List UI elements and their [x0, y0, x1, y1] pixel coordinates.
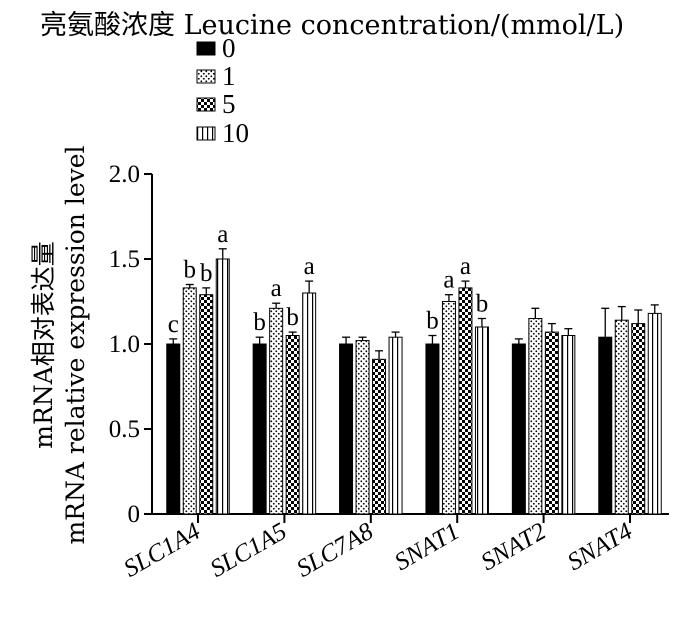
significance-label: a	[271, 275, 282, 302]
bar-snat2-10	[561, 335, 576, 515]
bar-slc7a8-5	[372, 358, 387, 515]
significance-label: a	[443, 267, 454, 294]
significance-label: b	[426, 308, 439, 335]
y-axis-label-en: mRNA relative expression level	[61, 145, 90, 544]
legend-title: 亮氨酸浓度 Leucine concentration/(mmol/L)	[40, 10, 624, 41]
category-label: SLC1A5	[206, 518, 292, 583]
bar-snat2-5	[544, 331, 559, 515]
bar-snat1-0	[425, 343, 440, 515]
significance-label: a	[304, 253, 315, 280]
significance-label: b	[286, 304, 299, 331]
legend-label: 1	[222, 61, 236, 91]
y-tick-label: 2.0	[109, 161, 140, 188]
bar-slc1a4-10	[215, 258, 230, 515]
bar-slc7a8-0	[339, 343, 354, 515]
bar-snat1-5	[458, 287, 473, 515]
significance-label: b	[253, 309, 266, 336]
legend-swatch	[196, 41, 216, 56]
y-tick-label: 1.0	[109, 331, 140, 358]
significance-label: b	[200, 260, 213, 287]
bar-slc1a5-1	[269, 307, 284, 515]
legend-label: 0	[222, 33, 236, 63]
significance-label: a	[460, 253, 471, 280]
y-ticks: 0 0.5 1.0 1.5 2.0	[109, 161, 152, 528]
y-tick-label: 0.5	[109, 416, 140, 443]
significance-label: b	[476, 291, 489, 318]
bar-slc1a4-5	[199, 294, 214, 515]
legend-label: 10	[222, 118, 249, 148]
significance-label: a	[217, 221, 228, 248]
legend-swatch	[196, 69, 216, 84]
x-ticks: SLC1A4 SLC1A5 SLC7A8 SNAT1 SNAT2 SNAT4	[119, 514, 637, 583]
bar-slc1a4-0	[166, 343, 181, 515]
category-label: SNAT2	[477, 518, 551, 576]
legend-swatch	[196, 126, 216, 141]
significance-label: b	[184, 257, 197, 284]
bar-slc1a5-0	[252, 343, 267, 515]
category-label: SNAT4	[563, 518, 637, 576]
legend-label: 5	[222, 89, 236, 119]
bar-snat2-1	[528, 318, 543, 515]
bar-snat1-10	[474, 326, 489, 515]
y-axis-label: mRNA相对表达量 mRNA relative expression level	[29, 145, 90, 544]
bar-snat4-0	[598, 336, 613, 515]
category-label: SNAT1	[390, 518, 464, 576]
bar-slc1a5-10	[302, 292, 317, 515]
bar-snat2-0	[511, 343, 526, 515]
y-tick-label: 0	[128, 501, 141, 528]
bar-snat1-1	[441, 301, 456, 515]
significance-label: c	[168, 311, 179, 338]
bar-snat4-1	[614, 319, 629, 515]
category-label: SLC7A8	[292, 518, 378, 583]
y-axis-label-cn: mRNA相对表达量	[29, 241, 58, 448]
bar-snat4-10	[647, 312, 662, 515]
bar-slc7a8-10	[388, 336, 403, 515]
bar-snat4-5	[631, 323, 646, 515]
bar-slc7a8-1	[355, 340, 370, 515]
bar-slc1a5-5	[285, 335, 300, 515]
y-tick-label: 1.5	[109, 246, 140, 273]
bar-slc1a4-1	[182, 287, 197, 515]
legend-swatch	[196, 97, 216, 112]
